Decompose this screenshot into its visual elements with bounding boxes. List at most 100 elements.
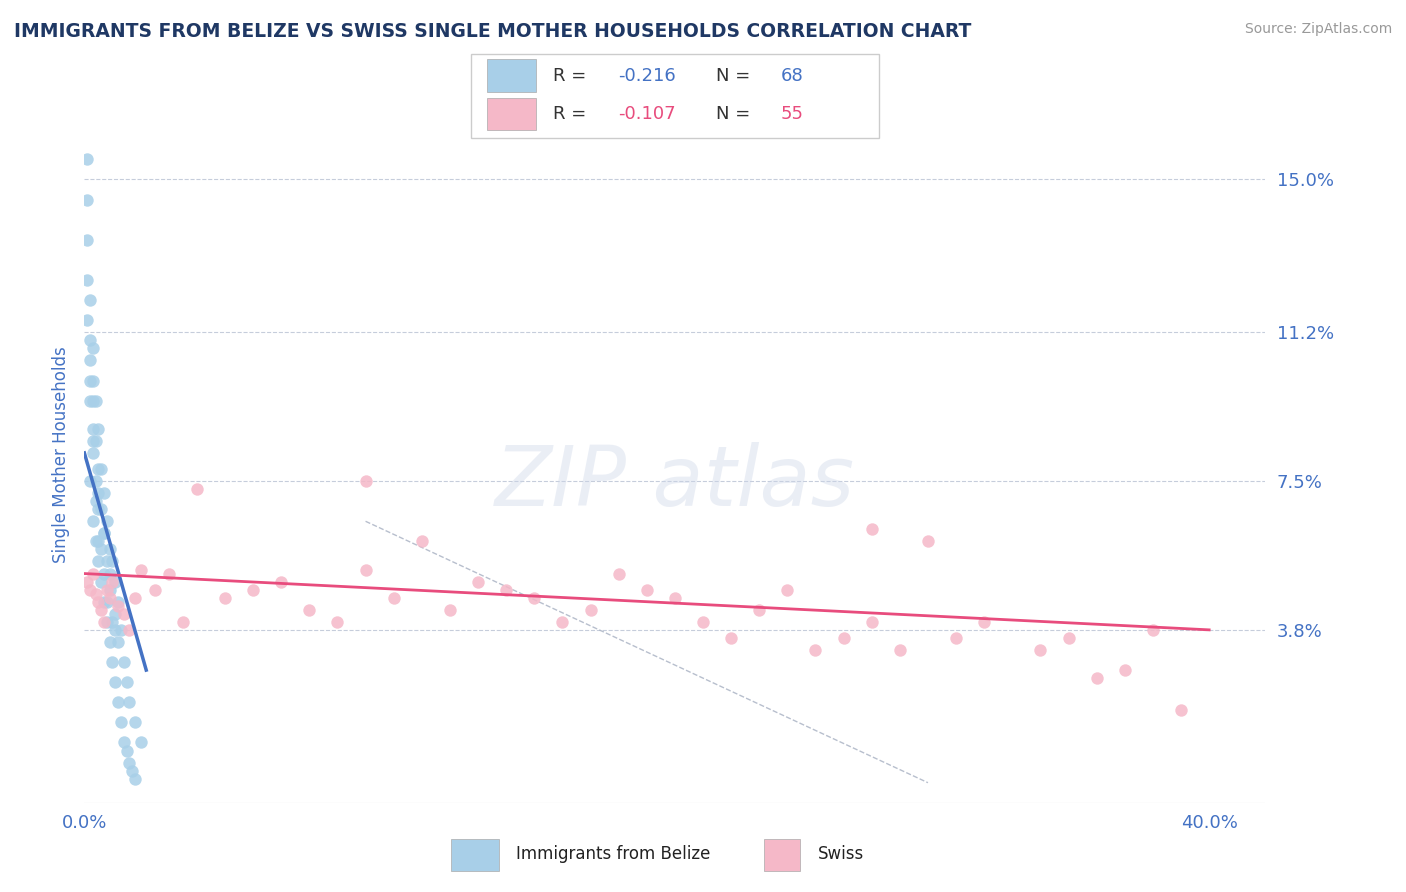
Point [82, 566, 104, 581]
Point [411, 534, 433, 549]
Point [101, 615, 124, 629]
Point [107, 599, 129, 613]
Point [112, 655, 135, 669]
Point [115, 743, 138, 757]
Point [1114, 663, 1136, 677]
Point [87, 534, 110, 549]
Text: -0.107: -0.107 [617, 104, 675, 123]
Point [124, 715, 146, 730]
Point [607, 566, 630, 581]
Point [973, 615, 995, 629]
Point [79, 393, 101, 408]
Point [860, 522, 883, 536]
Point [495, 582, 517, 597]
Point [84, 434, 107, 448]
Bar [488, 60, 536, 92]
Point [107, 695, 129, 709]
Point [87, 462, 110, 476]
Point [82, 422, 104, 436]
Point [748, 603, 770, 617]
Point [87, 554, 110, 568]
Y-axis label: Single Mother Households: Single Mother Households [52, 347, 70, 563]
Point [636, 582, 658, 597]
Point [79, 374, 101, 388]
Point [90, 574, 112, 589]
Point [298, 603, 321, 617]
Point [82, 446, 104, 460]
Point [110, 623, 132, 637]
Point [115, 675, 138, 690]
Point [118, 623, 141, 637]
Point [101, 655, 124, 669]
Point [96, 582, 118, 597]
Bar [765, 839, 800, 871]
Point [104, 607, 127, 621]
Point [551, 615, 574, 629]
Point [720, 631, 742, 645]
Text: R =: R = [553, 104, 592, 123]
Point [87, 486, 110, 500]
Point [84, 474, 107, 488]
Point [1029, 643, 1052, 657]
Point [98, 542, 121, 557]
Point [96, 615, 118, 629]
Point [579, 603, 602, 617]
Point [1085, 671, 1108, 685]
Point [917, 534, 939, 549]
Point [84, 494, 107, 508]
Point [93, 526, 115, 541]
Point [104, 675, 127, 690]
Point [112, 735, 135, 749]
Text: R =: R = [553, 67, 592, 85]
Point [82, 514, 104, 528]
Point [107, 595, 129, 609]
Point [87, 422, 110, 436]
Text: N =: N = [716, 67, 755, 85]
Point [76, 313, 98, 327]
Text: Swiss: Swiss [817, 845, 863, 863]
Point [84, 393, 107, 408]
Point [124, 772, 146, 786]
Point [523, 591, 546, 605]
Point [79, 334, 101, 348]
Point [82, 342, 104, 356]
Text: Immigrants from Belize: Immigrants from Belize [516, 845, 710, 863]
Point [82, 434, 104, 448]
Point [382, 591, 405, 605]
Point [118, 756, 141, 770]
Point [186, 482, 208, 496]
Text: -0.216: -0.216 [617, 67, 675, 85]
Point [1142, 623, 1164, 637]
Point [93, 566, 115, 581]
Point [93, 486, 115, 500]
Point [121, 764, 143, 778]
Point [98, 591, 121, 605]
Point [157, 566, 180, 581]
Point [96, 595, 118, 609]
Point [104, 574, 127, 589]
Point [129, 735, 152, 749]
Point [112, 607, 135, 621]
Point [104, 623, 127, 637]
Point [832, 631, 855, 645]
Point [82, 374, 104, 388]
Point [79, 293, 101, 307]
Point [79, 353, 101, 368]
Point [214, 591, 236, 605]
Point [98, 566, 121, 581]
Point [354, 474, 377, 488]
Point [1057, 631, 1080, 645]
Point [172, 615, 194, 629]
Text: ZIP atlas: ZIP atlas [495, 442, 855, 524]
Point [84, 534, 107, 549]
Point [664, 591, 686, 605]
Point [326, 615, 349, 629]
Point [118, 695, 141, 709]
Point [90, 542, 112, 557]
Point [76, 574, 98, 589]
Point [945, 631, 967, 645]
Point [76, 193, 98, 207]
Point [242, 582, 264, 597]
Point [467, 574, 489, 589]
Point [82, 393, 104, 408]
